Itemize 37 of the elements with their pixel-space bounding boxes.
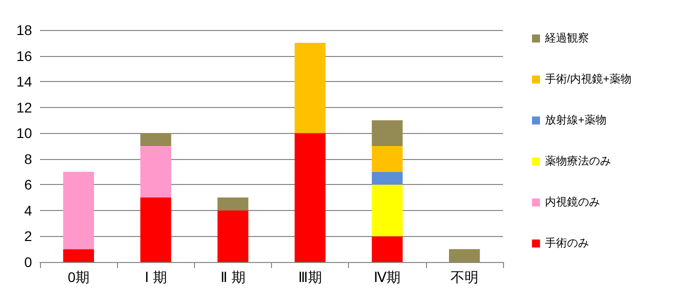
- bar: [294, 42, 326, 134]
- bar: [140, 198, 172, 262]
- x-tick-label: 0期: [68, 269, 90, 285]
- bar: [140, 133, 172, 146]
- bar: [63, 172, 94, 250]
- y-tick-label: 4: [24, 202, 32, 218]
- y-tick-label: 8: [24, 150, 32, 167]
- y-tick-label: 16: [16, 48, 32, 64]
- legend-label: 薬物療法のみ: [545, 154, 611, 168]
- legend-label: 経過観察: [544, 32, 589, 44]
- x-tick-label: Ⅰ 期: [144, 269, 167, 285]
- legend-label: 手術のみ: [545, 236, 589, 250]
- x-tick-label: 不明: [450, 269, 478, 285]
- bar: [217, 210, 248, 262]
- y-tick-label: 18: [16, 22, 32, 38]
- y-tick-label: 10: [16, 125, 32, 142]
- bar: [140, 146, 172, 198]
- x-tick-label: Ⅲ期: [298, 269, 322, 285]
- x-tick-label: Ⅱ 期: [220, 269, 246, 285]
- legend-label: 放射線+薬物: [545, 114, 606, 126]
- bar: [372, 120, 403, 146]
- y-tick-label: 6: [24, 176, 32, 193]
- legend-label: 手術/内視鏡+薬物: [545, 72, 632, 86]
- y-tick-label: 12: [16, 99, 32, 116]
- bar: [372, 172, 403, 185]
- y-tick-label: 0: [24, 254, 32, 270]
- y-tick-label: 14: [16, 74, 32, 90]
- bar: [294, 133, 326, 262]
- bar: [448, 249, 480, 262]
- legend-label: 内視鏡のみ: [545, 196, 600, 208]
- bar: [63, 249, 94, 262]
- bar: [372, 236, 403, 262]
- bar: [372, 184, 403, 236]
- bar: [372, 146, 403, 172]
- x-tick-label: Ⅳ期: [374, 269, 401, 285]
- bar: [217, 198, 248, 210]
- y-tick-label: 2: [24, 228, 32, 244]
